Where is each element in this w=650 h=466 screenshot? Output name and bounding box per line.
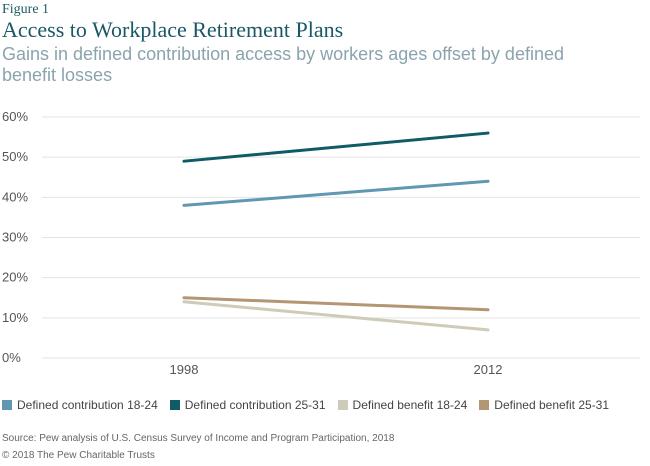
legend-item: Defined contribution 25-31 <box>169 398 326 412</box>
legend-item: Defined benefit 18-24 <box>337 398 468 412</box>
line-chart: 0% 10% 20% 30% 40% 50% 60% 1998 2012 <box>2 109 640 377</box>
copyright-note: © 2018 The Pew Charitable Trusts <box>2 450 155 461</box>
x-tick-label: 1998 <box>170 362 199 377</box>
y-tick-label: 0% <box>2 350 21 365</box>
series-lines <box>182 131 490 332</box>
y-tick-label: 20% <box>2 270 28 285</box>
series-line <box>182 300 490 332</box>
legend-swatch <box>2 400 12 410</box>
chart-title: Access to Workplace Retirement Plans <box>2 17 344 42</box>
x-tick-label: 2012 <box>474 362 503 377</box>
source-note: Source: Pew analysis of U.S. Census Surv… <box>2 433 395 444</box>
y-tick-label: 50% <box>2 149 28 164</box>
gridlines <box>42 116 640 359</box>
legend-label: Defined contribution 18-24 <box>17 398 158 412</box>
legend-swatch <box>337 400 348 410</box>
legend-label: Defined benefit 25-31 <box>494 398 610 412</box>
series-line <box>182 179 490 207</box>
chart-subtitle: Gains in defined contribution access by … <box>2 44 564 85</box>
series-line <box>182 131 490 163</box>
y-tick-label: 30% <box>2 230 28 245</box>
legend-item: Defined benefit 25-31 <box>479 398 609 412</box>
legend-item: Defined contribution 18-24 <box>2 398 158 412</box>
series-line <box>182 296 490 312</box>
legend-label: Defined benefit 18-24 <box>352 398 468 412</box>
x-axis-ticks: 1998 2012 <box>170 362 503 377</box>
y-axis-ticks: 0% 10% 20% 30% 40% 50% 60% <box>2 109 28 365</box>
y-tick-label: 60% <box>2 109 28 124</box>
legend-label: Defined contribution 25-31 <box>184 398 326 412</box>
legend-swatch <box>479 400 490 410</box>
y-tick-label: 40% <box>2 189 28 204</box>
legend-swatch <box>169 400 180 410</box>
legend: Defined contribution 18-24 Defined contri… <box>2 398 609 412</box>
y-tick-label: 10% <box>2 310 28 325</box>
figure-label: Figure 1 <box>2 2 50 17</box>
